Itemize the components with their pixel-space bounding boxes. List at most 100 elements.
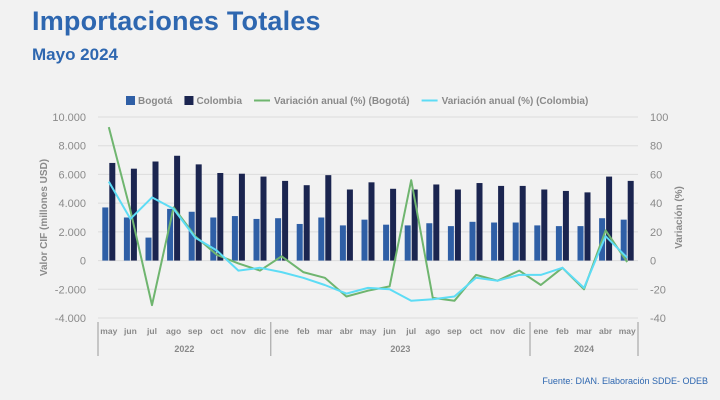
- y2-tick-label: -40: [650, 313, 666, 325]
- bar-bogota: [188, 211, 195, 261]
- bar-colombia: [368, 182, 375, 261]
- chart-lines: [107, 126, 629, 307]
- bar-bogota: [123, 217, 130, 261]
- bar-colombia: [411, 189, 418, 261]
- y-axis-title: Valor CIF (millones USD): [39, 159, 50, 276]
- x-tick-label: abr: [599, 326, 613, 336]
- x-tick-label: may: [100, 326, 117, 336]
- bar-colombia: [562, 190, 569, 261]
- y-tick-label: 2.000: [58, 227, 86, 239]
- y2-tick-label: 80: [650, 141, 662, 153]
- bar-bogota: [555, 226, 562, 261]
- chart-gridlines: [98, 116, 638, 319]
- bar-bogota: [426, 223, 433, 261]
- x-tick-label: ago: [425, 326, 440, 336]
- bar-colombia: [541, 189, 548, 261]
- bar-bogota: [361, 219, 368, 261]
- line-variacion-colombia: [107, 181, 628, 302]
- bar-bogota: [404, 225, 411, 261]
- chart-axes: 10.000 8.000 6.000 4.000 2.000 0 -2.000 -4.000 1…: [39, 112, 685, 356]
- year-label: 2022: [174, 344, 194, 354]
- year-label: 2023: [390, 344, 410, 354]
- bar-bogota: [145, 237, 152, 261]
- bar-colombia: [325, 175, 332, 261]
- bar-colombia: [498, 185, 505, 261]
- y-tick-label: 0: [80, 256, 86, 268]
- chart-bars: [102, 155, 634, 261]
- page-subtitle: Mayo 2024: [32, 45, 118, 64]
- bar-bogota: [102, 207, 109, 261]
- bar-colombia: [217, 172, 224, 261]
- bar-bogota: [383, 224, 390, 261]
- x-tick-label: sep: [447, 326, 462, 336]
- y-tick-label: -2.000: [55, 284, 86, 296]
- source-note: Fuente: DIAN. Elaboración SDDE- ODEB: [542, 376, 708, 386]
- y2-tick-label: 60: [650, 169, 662, 181]
- legend-label: Colombia: [196, 96, 242, 107]
- page-title: Importaciones Totales: [32, 6, 321, 36]
- x-tick-label: mar: [317, 326, 333, 336]
- x-tick-label: may: [619, 326, 636, 336]
- y-tick-label: 8.000: [58, 141, 86, 153]
- bar-colombia: [282, 180, 289, 261]
- bar-colombia: [238, 173, 245, 261]
- bar-bogota: [534, 225, 541, 261]
- bar-bogota: [275, 218, 282, 261]
- bar-colombia: [303, 185, 310, 261]
- legend-swatch: [126, 96, 135, 105]
- x-tick-label: nov: [490, 326, 505, 336]
- bar-colombia: [584, 192, 591, 261]
- x-tick-label: nov: [231, 326, 246, 336]
- chart-legend: Bogotá Colombia Variación anual (%) (Bogot…: [126, 96, 588, 107]
- bar-bogota: [469, 221, 476, 261]
- bar-colombia: [195, 164, 202, 261]
- x-tick-label: jul: [405, 326, 416, 336]
- bar-colombia: [476, 183, 483, 261]
- bar-bogota: [231, 216, 238, 261]
- year-label: 2024: [574, 344, 594, 354]
- y2-tick-label: 0: [650, 256, 656, 268]
- x-tick-label: abr: [340, 326, 354, 336]
- legend-label: Variación anual (%) (Colombia): [442, 96, 589, 107]
- x-tick-label: jul: [146, 326, 157, 336]
- x-tick-label: oct: [210, 326, 223, 336]
- bar-bogota: [210, 217, 217, 261]
- x-tick-label: ene: [533, 326, 548, 336]
- bar-colombia: [109, 162, 116, 261]
- x-tick-label: oct: [470, 326, 483, 336]
- y2-tick-label: 40: [650, 198, 662, 210]
- bar-bogota: [296, 223, 303, 261]
- bar-colombia: [260, 176, 267, 261]
- bar-colombia: [174, 155, 181, 261]
- bar-colombia: [627, 180, 634, 261]
- y2-tick-label: -20: [650, 284, 666, 296]
- x-tick-label: may: [359, 326, 376, 336]
- bar-bogota: [491, 222, 498, 261]
- bar-bogota: [253, 218, 260, 261]
- bar-colombia: [606, 176, 613, 261]
- bar-colombia: [519, 185, 526, 261]
- x-tick-label: dic: [513, 326, 526, 336]
- x-tick-label: feb: [297, 326, 310, 336]
- bar-colombia: [454, 189, 461, 261]
- bar-bogota: [512, 222, 519, 261]
- y-tick-label: 6.000: [58, 169, 86, 181]
- bar-colombia: [390, 188, 397, 261]
- x-tick-label: dic: [254, 326, 267, 336]
- legend-label: Bogotá: [138, 96, 173, 107]
- bar-bogota: [167, 208, 174, 261]
- x-tick-label: sep: [188, 326, 203, 336]
- x-tick-label: jun: [123, 326, 137, 336]
- line-variacion-bogota: [107, 126, 629, 307]
- x-tick-label: ene: [274, 326, 289, 336]
- bar-colombia: [346, 189, 353, 261]
- x-tick-label: ago: [166, 326, 181, 336]
- bar-bogota: [339, 225, 346, 261]
- x-tick-label: mar: [576, 326, 592, 336]
- y2-axis-title: Variación (%): [674, 186, 685, 249]
- y-tick-label: 10.000: [52, 112, 86, 124]
- y2-tick-label: 100: [650, 112, 668, 124]
- legend-label: Variación anual (%) (Bogotá): [274, 96, 410, 107]
- y-tick-label: 4.000: [58, 198, 86, 210]
